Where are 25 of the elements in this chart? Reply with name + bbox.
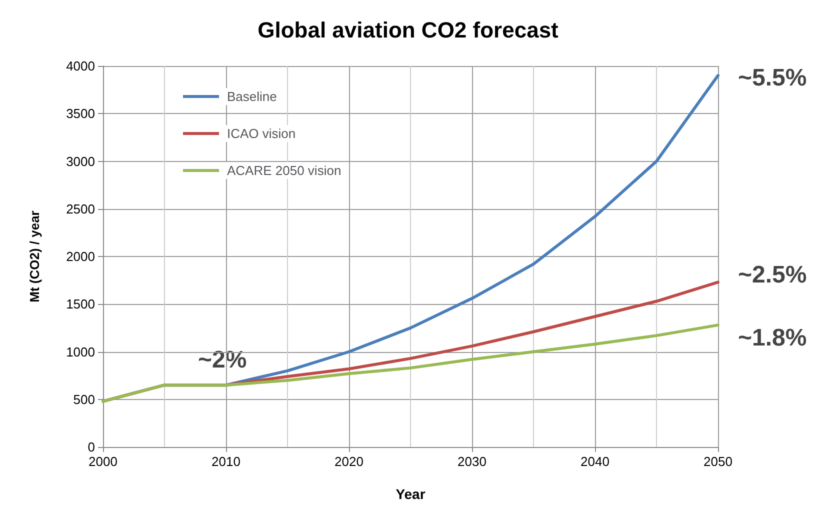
y-tick-label: 3000 xyxy=(66,154,95,169)
x-tick-label: 2050 xyxy=(704,454,732,469)
y-tick-label: 3500 xyxy=(66,106,95,122)
legend-label: ACARE 2050 vision xyxy=(227,163,342,178)
y-tick-label: 2000 xyxy=(66,249,95,264)
text: ~2.5% xyxy=(738,262,807,288)
x-axis-title: Year xyxy=(396,486,426,502)
text: ~5.5% xyxy=(738,64,807,92)
y-tick-label: 2500 xyxy=(66,201,95,216)
y-tick-label: 500 xyxy=(73,392,95,407)
x-tick-label: 2020 xyxy=(334,454,364,469)
legend-label: ICAO vision xyxy=(227,126,296,141)
y-axis-title: Mt (CO2) / year xyxy=(27,210,42,302)
y-tick-label: 0 xyxy=(88,440,95,454)
legend-label: Baseline xyxy=(227,89,277,104)
x-tick-label: 2000 xyxy=(88,454,118,469)
y-tick-label: 1000 xyxy=(66,344,95,360)
x-tick-label: 2040 xyxy=(580,454,610,469)
text: ~1.8% xyxy=(738,324,807,352)
y-tick-label: 1500 xyxy=(66,296,95,312)
x-tick-label: 2030 xyxy=(458,454,486,469)
chart-title: Global aviation CO2 forecast xyxy=(258,18,560,42)
line-series xyxy=(102,324,720,403)
y-tick-label: 4000 xyxy=(66,58,95,74)
x-tick-label: 2010 xyxy=(212,454,240,469)
